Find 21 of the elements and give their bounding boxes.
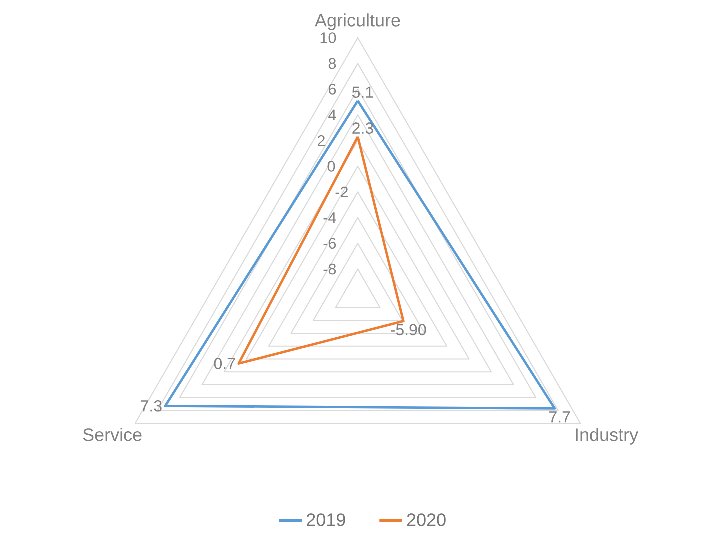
data-label: 7.3 <box>141 400 162 412</box>
y-tick-label: 6 <box>328 84 336 95</box>
y-tick-label: 2 <box>318 135 325 146</box>
data-label: 2.3 <box>352 122 374 134</box>
y-tick-label: -4 <box>324 212 336 224</box>
y-tick-label: 0 <box>328 161 336 172</box>
y-tick-label: -2 <box>336 186 348 198</box>
legend-label: 2020 <box>407 514 446 526</box>
data-label: -5.90 <box>391 324 426 336</box>
y-tick-label: -8 <box>324 264 336 275</box>
y-tick-label: 4 <box>328 110 336 120</box>
spoke-label: Industry <box>576 428 639 445</box>
data-label: 0.7 <box>214 358 236 370</box>
data-label: 7.7 <box>550 412 570 423</box>
data-label: 5.1 <box>352 86 374 98</box>
legend-label: 2019 <box>307 514 346 526</box>
spoke-label: Agriculture <box>315 14 400 30</box>
y-tick-label: 10 <box>320 32 336 44</box>
spoke-label: Service <box>83 428 142 442</box>
y-tick-label: 8 <box>328 58 336 70</box>
y-tick-label: -6 <box>324 238 336 250</box>
